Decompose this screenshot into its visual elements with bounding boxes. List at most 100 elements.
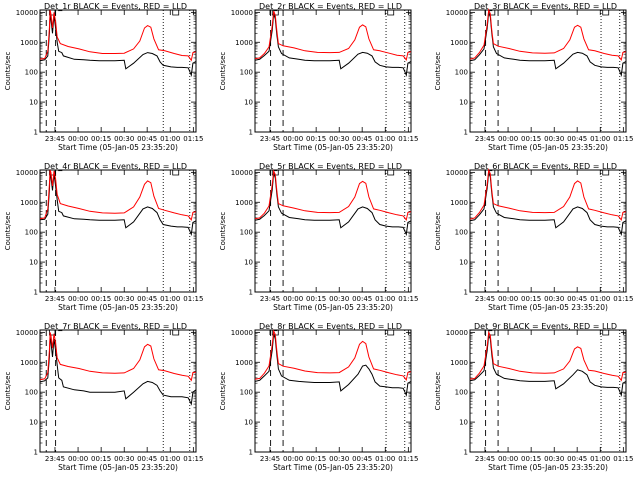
x-tick-label: 01:00 xyxy=(590,135,610,143)
x-tick-label: 00:15 xyxy=(306,135,326,143)
series-line-lld xyxy=(254,169,412,221)
x-tick-label: 01:00 xyxy=(375,295,395,303)
y-tick-label: 1 xyxy=(464,289,468,297)
y-tick-label: 10000 xyxy=(16,169,38,177)
x-tick-label: 01:00 xyxy=(160,135,180,143)
x-tick-label: 00:45 xyxy=(352,135,372,143)
y-tick-label: 10000 xyxy=(231,169,253,177)
y-tick-label: 10 xyxy=(244,99,253,107)
y-tick-label: 1000 xyxy=(450,39,468,47)
x-tick-label: 01:15 xyxy=(398,135,418,143)
y-tick-label: 10000 xyxy=(231,329,253,337)
y-tick-label: 1000 xyxy=(450,359,468,367)
x-tick-label: 00:45 xyxy=(137,135,157,143)
y-tick-label: 1000 xyxy=(235,39,253,47)
chart-title: Det_2r BLACK = Events, RED = LLD xyxy=(259,2,402,11)
x-tick-label: 00:45 xyxy=(137,455,157,463)
x-tick-label: 00:00 xyxy=(283,135,303,143)
series-line-lld xyxy=(254,10,412,61)
series-line-events xyxy=(39,172,197,237)
x-tick-label: 23:45 xyxy=(260,455,280,463)
x-tick-label: 00:00 xyxy=(498,295,518,303)
x-tick-label: 23:45 xyxy=(260,295,280,303)
x-tick-label: 00:30 xyxy=(329,295,349,303)
x-tick-label: 23:45 xyxy=(45,295,65,303)
x-tick-label: 00:00 xyxy=(68,455,88,463)
y-tick-label: 10 xyxy=(29,99,38,107)
chart-panel-3: Det_3r BLACK = Events, RED = LLD 1 10 100 10… xyxy=(434,2,633,152)
x-tick-label: 23:45 xyxy=(45,135,65,143)
y-tick-label: 10 xyxy=(459,419,468,427)
x-tick-label: 00:30 xyxy=(114,135,134,143)
x-axis-label: Start Time (05-Jan-05 23:35:20) xyxy=(58,303,178,312)
x-tick-label: 23:45 xyxy=(260,135,280,143)
x-tick-label: 01:00 xyxy=(590,295,610,303)
plot-frame xyxy=(469,9,627,133)
x-tick-label: 00:15 xyxy=(521,135,541,143)
x-axis-label: Start Time (05-Jan-05 23:35:20) xyxy=(488,463,608,472)
plot-frame xyxy=(254,169,412,293)
x-axis-label: Start Time (05-Jan-05 23:35:20) xyxy=(273,463,393,472)
x-tick-label: 00:00 xyxy=(68,135,88,143)
x-axis-label: Start Time (05-Jan-05 23:35:20) xyxy=(273,303,393,312)
y-axis-label: Counts/sec xyxy=(4,372,12,411)
y-tick-label: 100 xyxy=(240,69,253,77)
bracket-marker xyxy=(49,330,56,336)
bracket-marker xyxy=(387,170,395,176)
y-tick-label: 10000 xyxy=(231,9,253,17)
y-tick-label: 100 xyxy=(455,389,468,397)
chart-panel-9: Det_9r BLACK = Events, RED = LLD 1 10 100 10… xyxy=(434,322,633,472)
series-line-lld xyxy=(39,332,197,382)
chart-title: Det_9r BLACK = Events, RED = LLD xyxy=(474,322,617,331)
y-tick-label: 100 xyxy=(25,229,38,237)
bracket-marker xyxy=(172,10,180,16)
y-tick-label: 1000 xyxy=(20,199,38,207)
y-tick-label: 1000 xyxy=(20,39,38,47)
x-axis-label: Start Time (05-Jan-05 23:35:20) xyxy=(488,143,608,152)
y-tick-label: 10 xyxy=(29,419,38,427)
chart-panel-8: Det_8r BLACK = Events, RED = LLD 1 10 100 10… xyxy=(219,322,418,472)
x-tick-label: 00:15 xyxy=(521,295,541,303)
series-line-lld xyxy=(469,168,627,221)
plot-frame xyxy=(469,169,627,293)
x-tick-label: 01:00 xyxy=(590,455,610,463)
series-line-lld xyxy=(469,8,627,61)
bracket-marker xyxy=(387,10,395,16)
y-tick-label: 10 xyxy=(244,419,253,427)
y-tick-label: 10 xyxy=(459,99,468,107)
y-tick-label: 1000 xyxy=(235,359,253,367)
x-tick-label: 00:00 xyxy=(498,135,518,143)
y-tick-label: 10000 xyxy=(446,9,468,17)
bracket-marker xyxy=(387,330,395,336)
chart-title: Det_7r BLACK = Events, RED = LLD xyxy=(44,322,187,331)
x-tick-label: 00:00 xyxy=(68,295,88,303)
plot-frame xyxy=(39,9,197,133)
x-tick-label: 00:30 xyxy=(544,135,564,143)
x-tick-label: 00:15 xyxy=(91,455,111,463)
chart-title: Det_8r BLACK = Events, RED = LLD xyxy=(259,322,402,331)
bracket-marker xyxy=(172,330,180,336)
x-tick-label: 23:45 xyxy=(45,455,65,463)
y-tick-label: 10 xyxy=(29,259,38,267)
bracket-marker xyxy=(49,10,56,16)
y-tick-label: 1 xyxy=(464,129,468,137)
x-tick-label: 00:45 xyxy=(567,295,587,303)
bracket-marker xyxy=(602,330,610,336)
y-tick-label: 1 xyxy=(249,289,253,297)
y-tick-label: 1 xyxy=(34,449,38,457)
y-tick-label: 10 xyxy=(244,259,253,267)
chart-panel-5: Det_5r BLACK = Events, RED = LLD 1 10 100 10… xyxy=(219,162,418,312)
plot-frame xyxy=(39,329,197,453)
y-axis-label: Counts/sec xyxy=(219,372,227,411)
y-tick-label: 10000 xyxy=(16,9,38,17)
x-tick-label: 00:45 xyxy=(567,135,587,143)
series-line-lld xyxy=(39,9,197,62)
x-tick-label: 00:30 xyxy=(329,135,349,143)
series-line-events xyxy=(254,13,412,77)
series-line-lld xyxy=(39,169,197,221)
y-tick-label: 1 xyxy=(249,449,253,457)
y-tick-label: 1 xyxy=(34,129,38,137)
y-axis-label: Counts/sec xyxy=(219,212,227,251)
x-tick-label: 00:15 xyxy=(306,295,326,303)
